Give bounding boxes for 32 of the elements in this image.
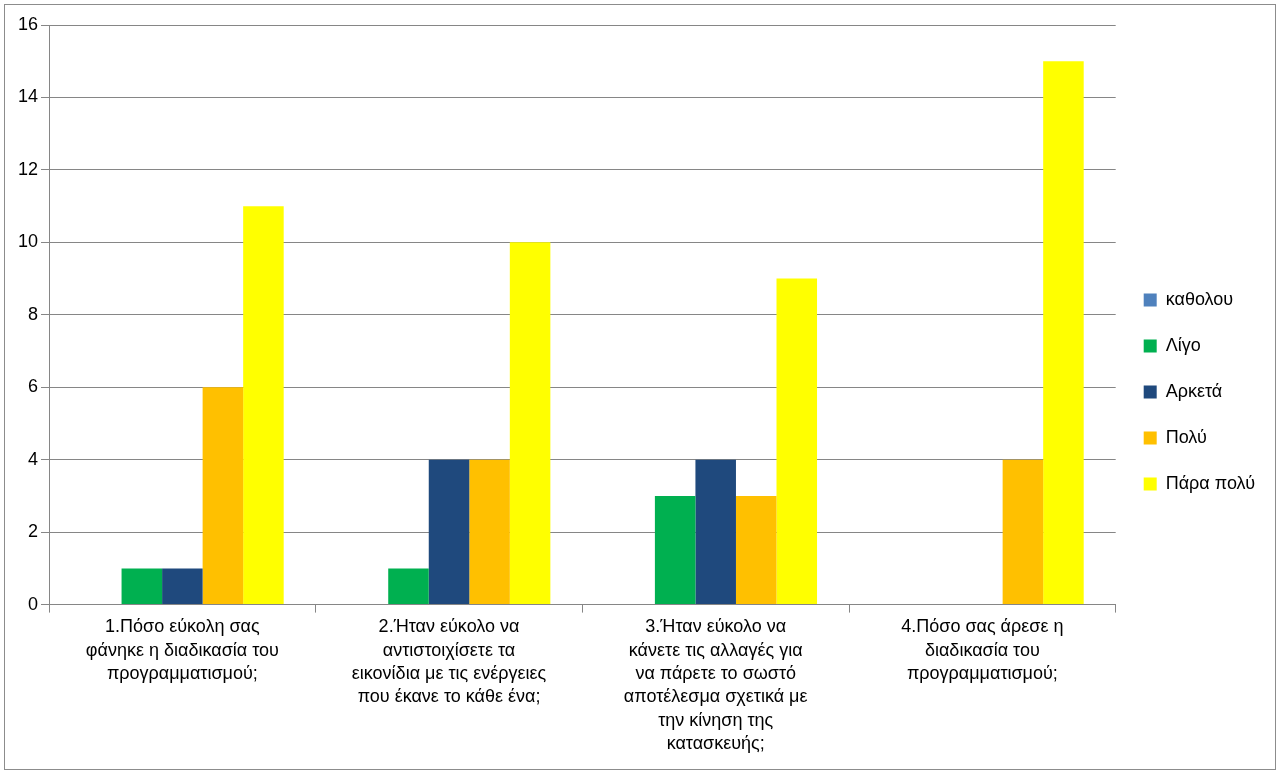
bar [388,568,429,605]
bar [1043,61,1084,605]
bar [428,459,470,605]
y-tick-label: 2 [28,521,39,542]
y-tick-label: 14 [17,86,39,107]
bar [162,568,203,605]
y-tick-label: 8 [28,303,39,324]
legend-label: Πάρα πολύ [1165,472,1255,493]
bar [243,206,284,605]
bar [1002,459,1044,605]
x-tick-label: 1.Πόσο εύκολη σας φάνηκε η διαδικασία του προγραμματισμού; [85,616,279,684]
y-tick-label: 6 [28,376,39,397]
y-tick-label: 4 [28,448,39,469]
legend-label: Αρκετά [1165,380,1223,401]
bar [469,459,510,605]
bar [654,495,696,605]
x-tick-label: 2.Ήταν εύκολο να αντιστοιχίσετε τα εικονίδια με τις ενέργειες που έκανε το κάθε ένα; [351,616,547,707]
y-tick-label: 12 [17,158,39,179]
y-tick-label: 16 [17,13,39,34]
bar [202,387,244,605]
x-tick-label: 3.Ήταν εύκολο να κάνετε τις αλλαγές για να πάρετε το σωστό αποτέλεσμα σχετικά με την κίνηση της κατασκευής; [623,616,808,754]
legend-label: Πολύ [1165,426,1207,447]
y-tick-label: 10 [17,231,39,252]
bar [735,495,777,605]
legend-label: καθολου [1165,288,1234,309]
y-tick-label: 0 [28,593,39,614]
legend-label: Λίγο [1165,334,1201,355]
x-tick-label: 4.Πόσο σας άρεσε η διαδικασία του προγραμματισμού; [901,616,1064,684]
bar [695,459,736,605]
bar [121,568,163,605]
bar [509,242,551,605]
bar [776,278,818,605]
